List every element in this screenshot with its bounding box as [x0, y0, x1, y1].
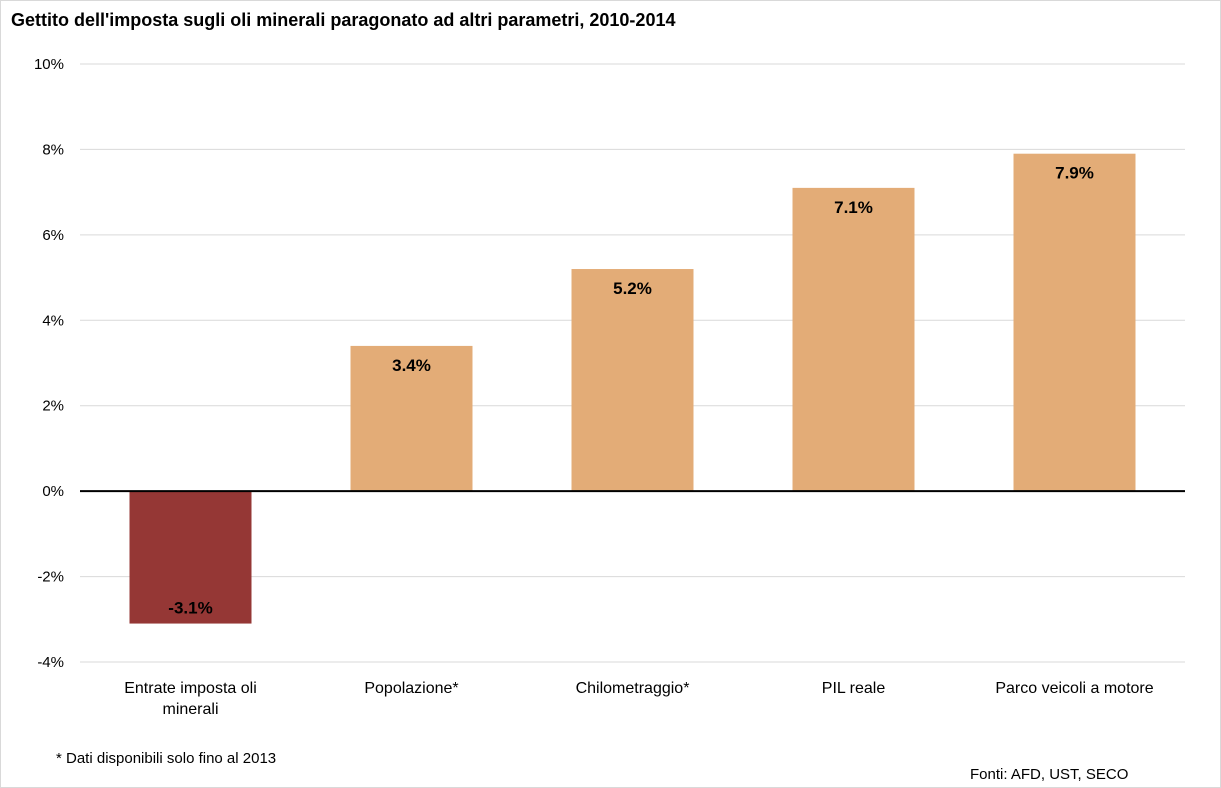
- source-note: Fonti: AFD, UST, SECO: [970, 766, 1129, 783]
- y-tick-label: 6%: [42, 227, 64, 244]
- data-label: 7.1%: [834, 198, 873, 217]
- x-category-label: Parco veicoli a motore: [995, 680, 1153, 697]
- x-category-label: Popolazione*: [364, 680, 458, 697]
- data-label: 3.4%: [392, 356, 431, 375]
- data-labels: -3.1% 3.4% 5.2% 7.1% 7.9%: [168, 164, 1094, 618]
- data-label: 7.9%: [1055, 164, 1094, 183]
- y-tick-label: 2%: [42, 398, 64, 415]
- x-axis-category-labels: Entrate imposta oli minerali Popolazione* C…: [124, 680, 1154, 718]
- bar: [1013, 153, 1136, 492]
- y-tick-label: 10%: [34, 56, 64, 73]
- x-category-label: PIL reale: [822, 680, 886, 697]
- x-category-label: Chilometraggio*: [576, 680, 690, 697]
- gridlines: [80, 63, 1185, 663]
- bar: [129, 491, 252, 624]
- bar: [350, 345, 473, 492]
- y-axis-tick-labels: 10% 8% 6% 4% 2% 0% -2% -4%: [34, 56, 64, 671]
- y-tick-label: 4%: [42, 312, 64, 329]
- bar: [792, 187, 915, 492]
- y-tick-label: -2%: [37, 569, 64, 586]
- data-label: -3.1%: [168, 599, 212, 618]
- bar: [571, 269, 694, 492]
- footnote: * Dati disponibili solo fino al 2013: [56, 750, 277, 767]
- x-category-label: Entrate imposta oli: [124, 680, 257, 697]
- x-category-label: minerali: [162, 701, 218, 718]
- y-tick-label: -4%: [37, 654, 64, 671]
- y-tick-label: 8%: [42, 141, 64, 158]
- chart-title: Gettito dell'imposta sugli oli minerali …: [11, 10, 676, 30]
- bars: [129, 153, 1136, 624]
- y-tick-label: 0%: [42, 483, 64, 500]
- data-label: 5.2%: [613, 279, 652, 298]
